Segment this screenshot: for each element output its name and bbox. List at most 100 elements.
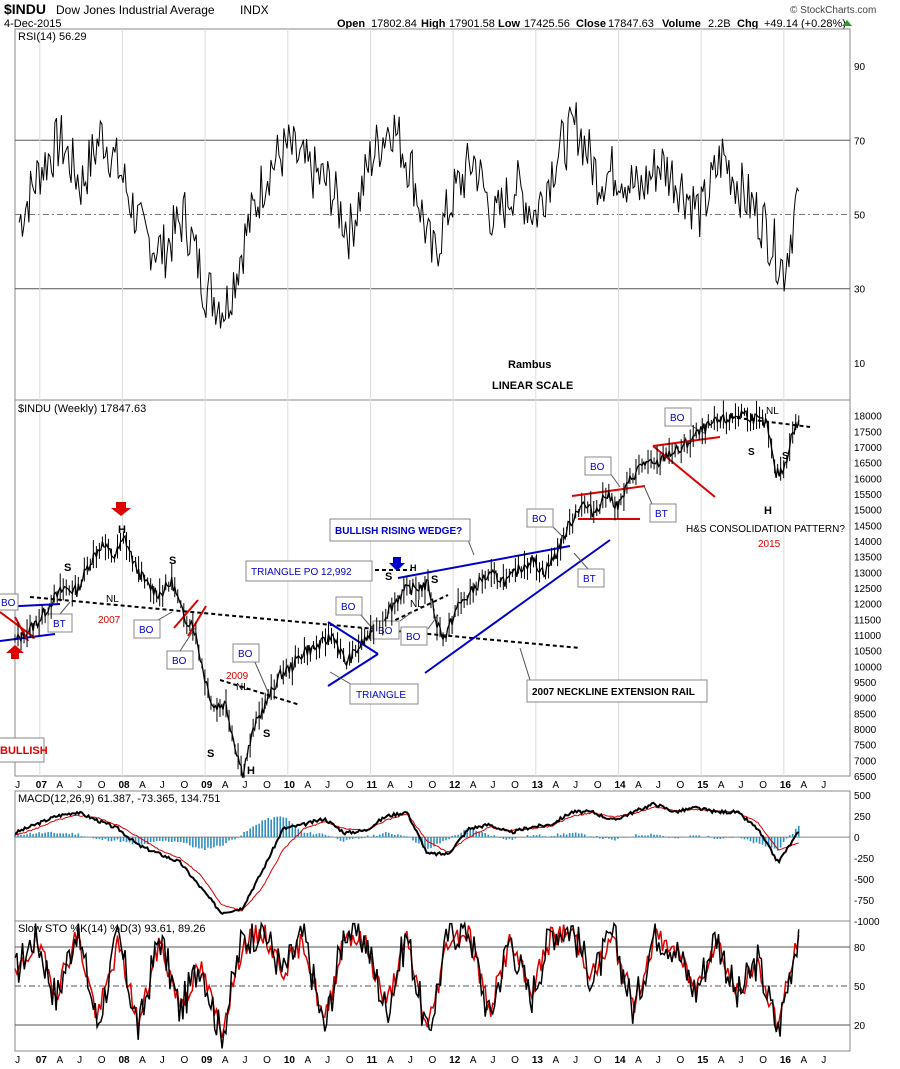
- x-tick-label: O: [98, 780, 106, 791]
- x-tick-label: A: [470, 1055, 477, 1066]
- x-tick-label: 10: [284, 1055, 296, 1066]
- x-tick-label: O: [98, 1055, 106, 1066]
- bo-box-2014a: [584, 456, 612, 476]
- bt-box-2013: [577, 568, 605, 588]
- x-tick-label: 11: [366, 1055, 377, 1066]
- price-tick-label: 15000: [854, 506, 882, 517]
- head-2015: H: [764, 505, 772, 517]
- neckline-rail-callout: 2007 NECKLINE EXTENSION RAIL: [519, 647, 708, 703]
- x-tick-label: O: [180, 780, 188, 791]
- x-tick-label: O: [594, 1055, 602, 1066]
- bo-pointer-2011b: [427, 614, 439, 630]
- price-tick-label: 7000: [854, 756, 877, 767]
- price-bars: [14, 400, 800, 778]
- neckline-2011-label: NL: [410, 599, 423, 610]
- low-value: 17425.56: [524, 18, 570, 30]
- linear-scale-label: LINEAR SCALE: [492, 380, 573, 392]
- price-tick-label: 17000: [854, 443, 882, 454]
- price-panel-frame: [14, 399, 851, 777]
- head-2009: H: [247, 765, 255, 777]
- bullish-label: BULLISH: [0, 745, 48, 757]
- shoulder-2007-left: S: [64, 562, 71, 574]
- volume-value: 2.2B: [708, 18, 731, 30]
- bo-label-2011a: BO: [378, 626, 393, 637]
- x-tick-label: A: [553, 780, 560, 791]
- bo-triangle-box: [335, 596, 363, 616]
- x-tick-label: J: [573, 1055, 578, 1066]
- x-tick-label: O: [511, 1055, 519, 1066]
- red-line-2008b: [187, 605, 207, 637]
- bt-label-2007: BT: [53, 619, 66, 630]
- wedge-bottom-line: [424, 539, 611, 674]
- macd-tick-label: 0: [854, 833, 860, 844]
- x-tick-label: 07: [36, 1055, 48, 1066]
- neckline-rail-box: [526, 679, 708, 703]
- bo-callout-2013: BO: [526, 508, 563, 537]
- sto-y-ticks: 20 50 80: [854, 943, 866, 1032]
- x-tick-label: J: [15, 780, 20, 791]
- callouts: BULLISH BO BT BO BO BO TRIANGLE PO: [0, 407, 845, 763]
- x-tick-label: A: [56, 1055, 63, 1066]
- red-line-2014b-top: [652, 436, 721, 447]
- red-line-2014b-bottom: [652, 445, 716, 498]
- price-tick-label: 13000: [854, 568, 882, 579]
- x-tick-label: J: [821, 1055, 826, 1066]
- bo-pointer-2009: [253, 659, 269, 693]
- x-tick-label: 16: [780, 780, 792, 791]
- bo-pointer-2014a: [609, 472, 621, 488]
- chg-value: +49.14 (+0.28%): [764, 18, 846, 30]
- bo-callout-2008a: BO: [133, 611, 173, 639]
- neckline-rail-label: 2007 NECKLINE EXTENSION RAIL: [532, 687, 695, 698]
- bo-box-2009: [232, 643, 260, 663]
- rsi-tick-label: 50: [854, 211, 866, 222]
- stockcharts-watermark: © StockCharts.com: [790, 5, 876, 16]
- price-tick-label: 8000: [854, 725, 877, 736]
- price-tick-label: 7500: [854, 741, 877, 752]
- shoulder-2009-right: S: [263, 728, 270, 740]
- macd-histogram: [14, 816, 800, 851]
- bo-triangle-pointer: [359, 613, 373, 629]
- x-tick-label: J: [491, 1055, 496, 1066]
- shoulder-2011-left: S: [385, 571, 392, 583]
- x-tick-label: A: [222, 780, 229, 791]
- bt-box-2007: [47, 613, 73, 633]
- bt-callout-2014: BT: [643, 485, 677, 523]
- bo-box-2014b: [664, 407, 692, 427]
- bt-pointer-2007: [59, 601, 71, 615]
- x-tick-label: J: [821, 780, 826, 791]
- bo-callout-2014b: BO: [664, 407, 707, 435]
- x-tick-label: A: [56, 780, 63, 791]
- triangle-top-line: [327, 621, 379, 655]
- x-tick-label: J: [77, 780, 82, 791]
- triangle-callout: TRIANGLE: [329, 671, 419, 705]
- triangle-label: TRIANGLE: [356, 690, 406, 701]
- sto-tick-label: 20: [854, 1021, 866, 1032]
- price-tick-label: 16500: [854, 459, 882, 470]
- bt-box-2014: [649, 503, 677, 523]
- price-tick-label: 13500: [854, 553, 882, 564]
- bt-pointer-2014: [643, 485, 653, 505]
- bo-callout-2014a: BO: [584, 456, 621, 488]
- x-tick-label: 14: [615, 1055, 627, 1066]
- price-y-ticks: 6500 7000 7500 8000 8500 9000 9500 10000 10500 11…: [854, 412, 882, 783]
- bt-label-2013: BT: [583, 574, 596, 585]
- rsi-tick-label: 10: [854, 359, 866, 370]
- price-grid: [39, 400, 785, 776]
- price-tick-label: 17500: [854, 427, 882, 438]
- macd-tick-label: -750: [854, 896, 874, 907]
- year-2009-label: 2009: [226, 671, 249, 682]
- triangle-po-callout: TRIANGLE PO 12,992: [245, 560, 373, 582]
- bo-label-2008a: BO: [139, 625, 154, 636]
- macd-signal-line: [14, 806, 799, 912]
- volume-label: Volume: [662, 18, 701, 30]
- rsi-title: RSI(14) 56.29: [18, 31, 86, 43]
- x-tick-label: 08: [118, 780, 130, 791]
- shoulder-2015-right: S: [782, 451, 789, 462]
- x-tick-label: J: [573, 780, 578, 791]
- close-label: Close: [576, 18, 606, 30]
- price-tick-label: 10500: [854, 647, 882, 658]
- x-tick-label: A: [635, 1055, 642, 1066]
- x-tick-label: J: [242, 780, 247, 791]
- bo-box-2006: [0, 593, 19, 611]
- bo-pointer-2014b: [689, 424, 707, 435]
